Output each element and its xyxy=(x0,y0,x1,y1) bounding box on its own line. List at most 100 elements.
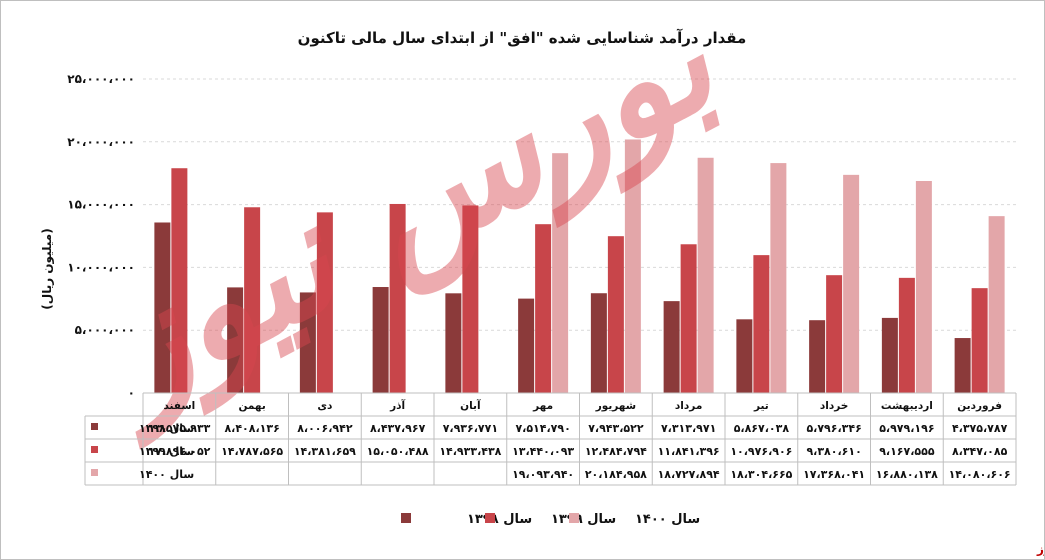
bar-2-8 xyxy=(462,205,479,393)
data-label: ۵،۷۹۶،۳۴۶ xyxy=(806,422,861,435)
bar-3-1 xyxy=(988,216,1005,393)
data-label: ۱۵،۰۵۰،۴۸۸ xyxy=(367,445,429,458)
bar-1-3 xyxy=(809,320,826,393)
bar-1-12 xyxy=(154,222,171,393)
data-label: ۹،۱۶۷،۵۵۵ xyxy=(879,445,935,458)
data-label: ۸،۴۰۸،۱۳۶ xyxy=(224,422,279,435)
bar-1-5 xyxy=(663,301,680,393)
data-label: ۷،۳۱۳،۹۷۱ xyxy=(661,422,716,435)
bar-2-7 xyxy=(535,224,552,393)
bar-2-1 xyxy=(971,288,988,393)
x-tick-label: تیر xyxy=(753,400,769,412)
source-label: بورس نیوز xyxy=(1036,542,1044,557)
bar-1-10 xyxy=(299,292,316,393)
data-label: ۷،۹۳۶،۷۷۱ xyxy=(443,422,498,435)
y-tick-label: ۱۵،۰۰۰،۰۰۰ xyxy=(67,198,135,212)
bar-3-2 xyxy=(915,180,932,393)
bar-2-9 xyxy=(389,203,406,393)
data-label: ۴،۳۷۵،۷۸۷ xyxy=(952,422,1008,435)
bar-3-5 xyxy=(697,157,714,393)
y-tick-label: ۰ xyxy=(128,386,135,400)
bar-2-3 xyxy=(826,275,843,393)
data-label: ۱۹،۰۹۳،۹۴۰ xyxy=(512,468,574,481)
data-label: ۱۱،۸۴۱،۳۹۶ xyxy=(658,445,720,458)
x-tick-label: خرداد xyxy=(820,400,848,412)
legend-swatch-2 xyxy=(485,513,495,523)
data-label: ۱۴،۳۸۱،۶۵۹ xyxy=(294,445,356,458)
legend-label-3: سال ۱۴۰۰ xyxy=(635,512,700,527)
data-label: ۱۸،۳۰۴،۶۶۵ xyxy=(730,468,792,481)
bar-1-6 xyxy=(590,293,607,393)
data-label: ۷،۵۱۴،۷۹۰ xyxy=(515,422,570,435)
data-label: ۱۴،۷۸۷،۵۶۵ xyxy=(221,445,283,458)
data-label: ۱۳،۵۷۵،۹۳۳ xyxy=(148,422,210,435)
bar-1-2 xyxy=(881,317,898,393)
bar-1-1 xyxy=(954,338,971,393)
legend-label-2: سال ۱۳۹۹ xyxy=(551,512,616,527)
series-key-1 xyxy=(91,423,98,430)
bar-2-12 xyxy=(171,168,188,393)
legend: سال ۱۳۹۸ سال ۱۳۹۹ سال ۱۴۰۰ xyxy=(401,512,700,527)
bar-2-10 xyxy=(316,212,333,393)
x-tick-label: دی xyxy=(317,400,333,412)
x-tick-label: اردیبهشت xyxy=(881,400,933,412)
legend-label-1: سال ۱۳۹۸ xyxy=(467,512,532,527)
bar-3-3 xyxy=(843,174,860,393)
legend-swatch-1 xyxy=(401,513,411,523)
bar-3-7 xyxy=(552,153,569,393)
series-row-label: سال ۱۳۹۸ xyxy=(139,422,194,435)
data-table: فروردین ۴،۳۷۵،۷۸۷ ۸،۳۴۷،۰۸۵ ۱۴،۰۸۰،۶۰۶ اردیب… xyxy=(84,392,1017,486)
data-label: ۱۰،۹۷۶،۹۰۶ xyxy=(730,445,792,458)
y-axis-label: (میلیون ریال) xyxy=(40,228,55,309)
bar-1-7 xyxy=(518,298,535,393)
bar-2-11 xyxy=(244,207,261,393)
data-label: ۱۸،۷۲۷،۸۹۴ xyxy=(658,468,720,481)
x-tick-label: فروردین xyxy=(957,400,1002,412)
y-tick-label: ۲۰،۰۰۰،۰۰۰ xyxy=(67,135,135,149)
data-label: ۱۶،۸۸۰،۱۳۸ xyxy=(876,468,938,481)
y-tick-label: ۵،۰۰۰،۰۰۰ xyxy=(75,323,135,337)
chart-title: مقدار درآمد شناسایی شده "افق" از ابتدای … xyxy=(298,29,747,47)
data-label: ۱۷،۸۹۶،۰۵۲ xyxy=(148,445,210,458)
series-key-3 xyxy=(91,469,98,476)
bar-2-2 xyxy=(898,277,915,393)
x-tick-label: شهریور xyxy=(595,400,636,412)
data-label: ۸،۰۰۶،۹۴۲ xyxy=(297,422,353,435)
y-tick-label: ۱۰،۰۰۰،۰۰۰ xyxy=(67,260,135,274)
bar-2-6 xyxy=(607,236,624,393)
data-label: ۵،۹۷۹،۱۹۶ xyxy=(879,422,934,435)
legend-swatch-3 xyxy=(569,513,579,523)
y-axis-ticks: ۰ ۵،۰۰۰،۰۰۰ ۱۰،۰۰۰،۰۰۰ ۱۵،۰۰۰،۰۰۰ ۲۰،۰۰۰،۰۰۰… xyxy=(67,72,135,400)
data-label: ۱۲،۴۸۴،۷۹۴ xyxy=(585,445,647,458)
series-row-label: سال ۱۴۰۰ xyxy=(139,468,194,481)
bars-layer xyxy=(154,139,1005,393)
y-tick-label: ۲۵،۰۰۰،۰۰۰ xyxy=(67,72,135,86)
data-label: ۸،۳۴۷،۰۸۵ xyxy=(952,445,1008,458)
data-label: ۷،۹۴۳،۵۲۲ xyxy=(588,422,644,435)
data-label: ۲۰،۱۸۴،۹۵۸ xyxy=(585,468,647,481)
bar-2-5 xyxy=(680,244,697,393)
bar-3-6 xyxy=(624,139,641,393)
bar-1-9 xyxy=(372,287,389,393)
x-tick-label: مرداد xyxy=(675,400,702,412)
series-row-label: سال ۱۳۹۹ xyxy=(139,445,194,458)
data-label: ۱۴،۰۸۰،۶۰۶ xyxy=(949,468,1011,481)
bar-1-11 xyxy=(227,287,244,393)
bar-1-4 xyxy=(736,319,753,393)
x-tick-label: بهمن xyxy=(238,400,265,412)
x-tick-label: آذر xyxy=(389,399,405,412)
x-tick-label: اسفند xyxy=(163,400,195,412)
x-tick-label: مهر xyxy=(532,400,553,412)
data-label: ۱۷،۳۶۸،۰۴۱ xyxy=(803,468,865,481)
data-label: ۹،۳۸۰،۶۱۰ xyxy=(806,445,861,458)
series-key-2 xyxy=(91,446,98,453)
data-label: ۸،۴۳۷،۹۶۷ xyxy=(370,422,426,435)
data-label: ۵،۸۶۷،۰۳۸ xyxy=(734,422,790,435)
data-label: ۱۳،۴۴۰،۰۹۳ xyxy=(512,445,574,458)
bar-1-8 xyxy=(445,293,462,393)
x-tick-label: آبان xyxy=(460,399,481,412)
bar-2-4 xyxy=(753,255,770,393)
bar-3-4 xyxy=(770,163,787,393)
